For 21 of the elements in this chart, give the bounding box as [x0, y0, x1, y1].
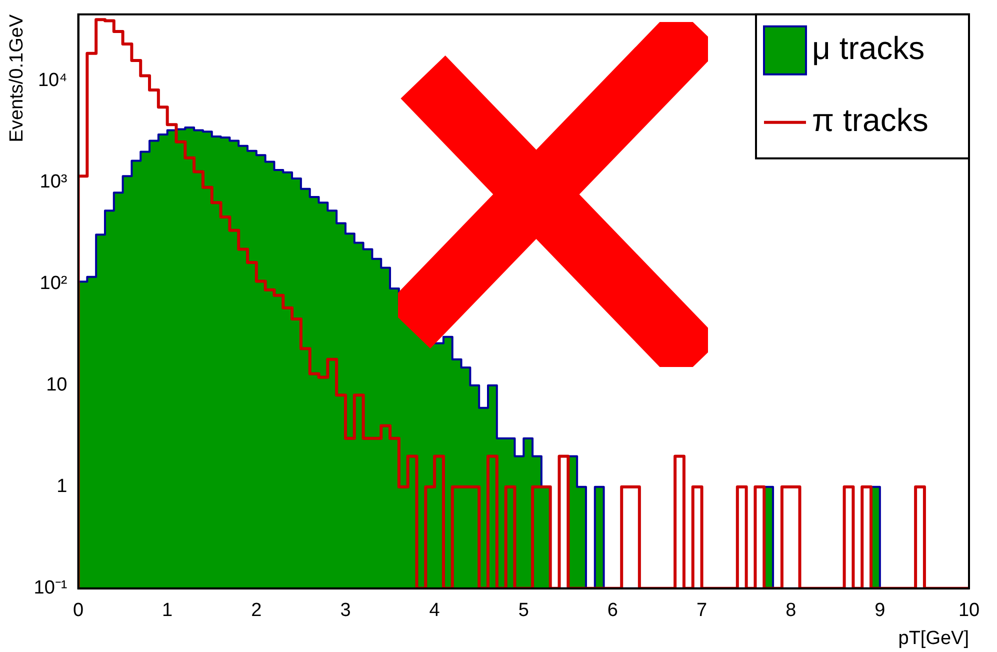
- x-tick-label: 1: [162, 600, 173, 622]
- y-axis-title: Events/0.1GeV: [6, 14, 28, 142]
- x-tick-label: 3: [340, 600, 351, 622]
- legend-label: μ tracks: [812, 30, 925, 66]
- y-tick-label: 10²: [40, 273, 68, 294]
- legend-label: π tracks: [812, 102, 928, 138]
- x-tick-label: 5: [518, 600, 529, 622]
- x-tick-label: 4: [429, 600, 440, 622]
- x-tick-label: 7: [696, 600, 708, 622]
- x-tick-label: 10: [958, 600, 980, 622]
- x-tick-label: 2: [251, 600, 262, 622]
- x-tick-label: 6: [607, 600, 618, 622]
- y-tick-label: 10⁻¹: [34, 578, 68, 599]
- x-tick-label: 9: [874, 600, 886, 622]
- x-tick-label: 8: [786, 600, 796, 622]
- x-axis-title: pT[GeV]: [898, 628, 969, 649]
- y-tick-label: 10⁴: [38, 70, 68, 91]
- y-tick-label: 10³: [40, 171, 68, 192]
- y-tick-label: 1: [56, 476, 68, 498]
- x-tick-label: 0: [72, 600, 84, 622]
- y-tick-label: 10: [46, 374, 68, 396]
